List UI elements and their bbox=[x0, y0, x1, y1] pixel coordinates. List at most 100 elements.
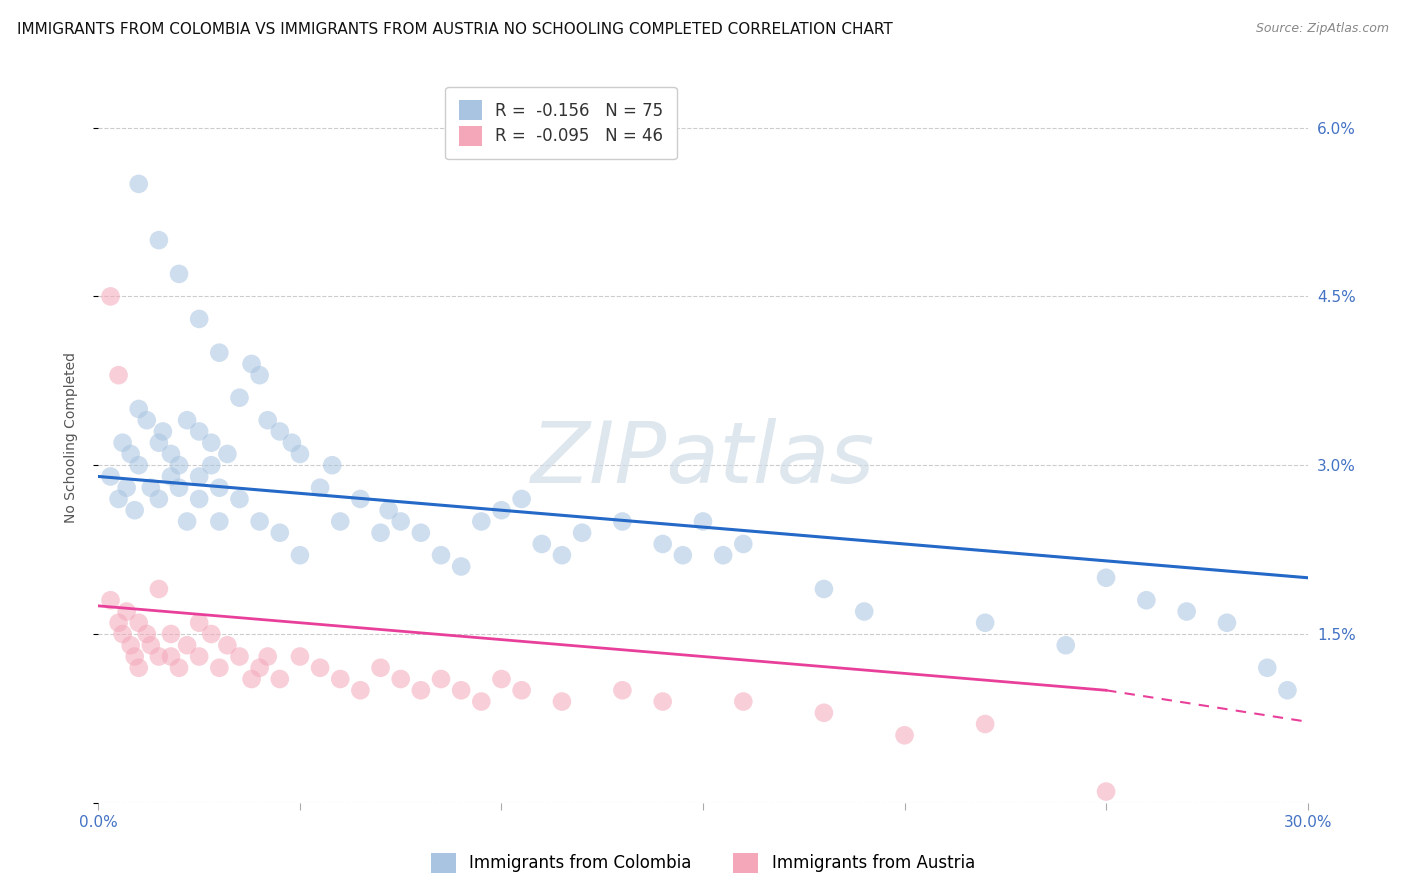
Point bbox=[510, 491, 533, 506]
Point bbox=[349, 683, 371, 698]
Point bbox=[148, 582, 170, 596]
Point bbox=[176, 413, 198, 427]
Point bbox=[217, 447, 239, 461]
Point bbox=[228, 491, 250, 506]
Point bbox=[377, 503, 399, 517]
Point bbox=[470, 515, 492, 529]
Point bbox=[148, 233, 170, 247]
Point bbox=[389, 515, 412, 529]
Point bbox=[288, 447, 311, 461]
Point bbox=[160, 649, 183, 664]
Point bbox=[188, 425, 211, 439]
Point bbox=[733, 537, 755, 551]
Point bbox=[711, 548, 734, 562]
Point bbox=[249, 368, 271, 383]
Point bbox=[530, 537, 553, 551]
Point bbox=[148, 435, 170, 450]
Point bbox=[139, 638, 162, 652]
Point bbox=[430, 548, 453, 562]
Point bbox=[450, 683, 472, 698]
Point bbox=[115, 605, 138, 619]
Point bbox=[111, 627, 134, 641]
Legend: R =  -0.156   N = 75, R =  -0.095   N = 46: R = -0.156 N = 75, R = -0.095 N = 46 bbox=[446, 87, 676, 159]
Point bbox=[100, 593, 122, 607]
Point bbox=[115, 481, 138, 495]
Point bbox=[733, 694, 755, 708]
Point bbox=[188, 312, 211, 326]
Point bbox=[269, 672, 291, 686]
Point bbox=[208, 481, 231, 495]
Point bbox=[120, 447, 142, 461]
Point bbox=[100, 289, 122, 303]
Point bbox=[200, 435, 222, 450]
Point bbox=[107, 368, 129, 383]
Point bbox=[128, 458, 150, 473]
Point bbox=[1175, 605, 1198, 619]
Point bbox=[139, 481, 162, 495]
Point bbox=[651, 537, 673, 551]
Point bbox=[470, 694, 492, 708]
Legend: Immigrants from Colombia, Immigrants from Austria: Immigrants from Colombia, Immigrants fro… bbox=[425, 847, 981, 880]
Point bbox=[188, 491, 211, 506]
Point bbox=[124, 649, 146, 664]
Point bbox=[551, 548, 574, 562]
Point bbox=[974, 615, 997, 630]
Point bbox=[651, 694, 673, 708]
Text: IMMIGRANTS FROM COLOMBIA VS IMMIGRANTS FROM AUSTRIA NO SCHOOLING COMPLETED CORRE: IMMIGRANTS FROM COLOMBIA VS IMMIGRANTS F… bbox=[17, 22, 893, 37]
Point bbox=[208, 515, 231, 529]
Point bbox=[208, 345, 231, 359]
Point bbox=[1135, 593, 1157, 607]
Point bbox=[672, 548, 695, 562]
Point bbox=[329, 672, 352, 686]
Point bbox=[389, 672, 412, 686]
Point bbox=[111, 435, 134, 450]
Point bbox=[281, 435, 304, 450]
Point bbox=[107, 615, 129, 630]
Point bbox=[1277, 683, 1299, 698]
Point bbox=[135, 627, 157, 641]
Point bbox=[974, 717, 997, 731]
Point bbox=[228, 391, 250, 405]
Y-axis label: No Schooling Completed: No Schooling Completed bbox=[63, 351, 77, 523]
Point bbox=[200, 458, 222, 473]
Point bbox=[120, 638, 142, 652]
Point bbox=[240, 672, 263, 686]
Point bbox=[167, 481, 190, 495]
Point bbox=[167, 661, 190, 675]
Point bbox=[188, 615, 211, 630]
Point bbox=[249, 515, 271, 529]
Point bbox=[1054, 638, 1077, 652]
Point bbox=[208, 661, 231, 675]
Point bbox=[692, 515, 714, 529]
Point bbox=[128, 661, 150, 675]
Point bbox=[491, 503, 513, 517]
Point bbox=[128, 401, 150, 416]
Text: Source: ZipAtlas.com: Source: ZipAtlas.com bbox=[1256, 22, 1389, 36]
Point bbox=[510, 683, 533, 698]
Point bbox=[269, 525, 291, 540]
Point bbox=[200, 627, 222, 641]
Point bbox=[100, 469, 122, 483]
Point bbox=[288, 548, 311, 562]
Point bbox=[450, 559, 472, 574]
Point bbox=[430, 672, 453, 686]
Point bbox=[551, 694, 574, 708]
Point bbox=[256, 649, 278, 664]
Point bbox=[124, 503, 146, 517]
Point bbox=[188, 469, 211, 483]
Point bbox=[107, 491, 129, 506]
Point bbox=[128, 177, 150, 191]
Point bbox=[148, 491, 170, 506]
Point bbox=[288, 649, 311, 664]
Point bbox=[249, 661, 271, 675]
Point bbox=[135, 413, 157, 427]
Point bbox=[893, 728, 915, 742]
Point bbox=[228, 649, 250, 664]
Point bbox=[329, 515, 352, 529]
Point bbox=[160, 627, 183, 641]
Point bbox=[167, 458, 190, 473]
Point bbox=[349, 491, 371, 506]
Point bbox=[853, 605, 876, 619]
Point bbox=[370, 525, 392, 540]
Point bbox=[612, 515, 634, 529]
